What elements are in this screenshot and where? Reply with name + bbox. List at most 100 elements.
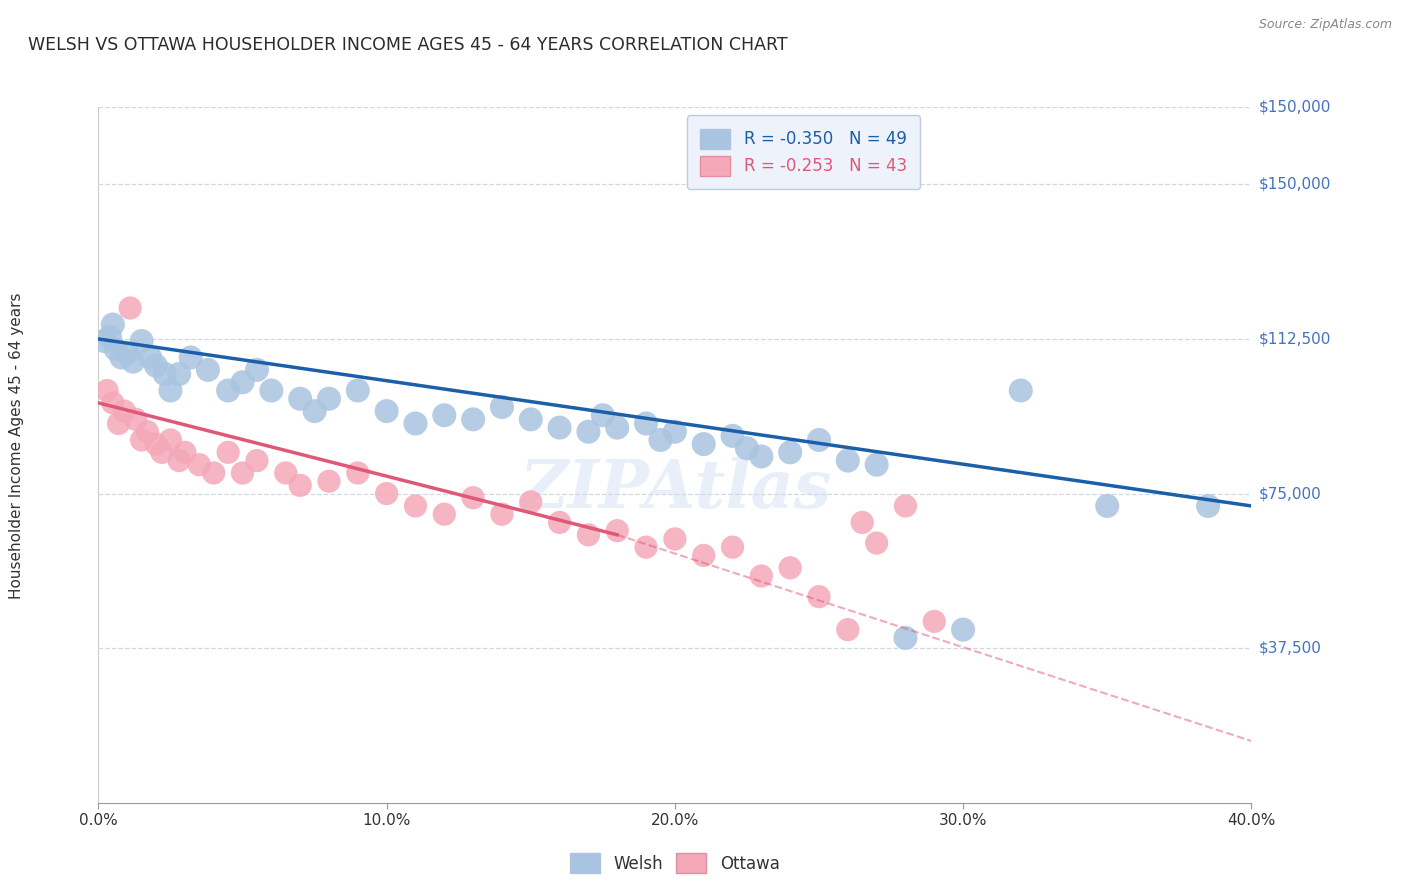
Point (1197, 499, 1219, 513)
Point (837, 453, 859, 467)
Point (101, 318, 124, 332)
Point (751, 569, 773, 583)
Point (318, 474, 340, 488)
Point (375, 404, 398, 418)
Point (346, 466, 368, 480)
Point (405, 499, 427, 513)
Point (153, 367, 176, 381)
Point (1097, 499, 1119, 513)
Point (807, 590, 830, 604)
Point (520, 495, 543, 509)
Point (104, 343, 127, 357)
Legend: Welsh, Ottawa: Welsh, Ottawa (558, 841, 792, 885)
Point (375, 486, 398, 500)
Point (107, 417, 129, 431)
Point (96, 384, 118, 398)
Text: Householder Income Ages 45 - 64 years: Householder Income Ages 45 - 64 years (10, 293, 24, 599)
Point (246, 453, 269, 467)
Point (735, 441, 758, 455)
Point (150, 445, 173, 459)
Point (125, 412, 148, 426)
Point (952, 623, 974, 637)
Point (304, 404, 326, 418)
Point (865, 536, 889, 550)
Point (576, 425, 599, 439)
Point (779, 561, 801, 575)
Point (751, 450, 773, 464)
Point (636, 540, 658, 554)
Point (491, 400, 513, 414)
Point (167, 367, 190, 381)
Point (664, 425, 686, 439)
Point (865, 458, 889, 472)
Point (120, 301, 142, 315)
Point (188, 458, 211, 472)
Point (548, 420, 571, 434)
Point (197, 363, 219, 377)
Point (112, 404, 135, 418)
Point (693, 437, 716, 451)
Text: $37,500: $37,500 (1258, 640, 1322, 656)
Point (217, 445, 239, 459)
Point (461, 491, 484, 505)
Point (122, 354, 145, 368)
Point (924, 615, 946, 629)
Point (145, 359, 167, 373)
Point (433, 507, 456, 521)
Text: $150,000: $150,000 (1258, 100, 1330, 114)
Point (576, 528, 599, 542)
Point (807, 433, 830, 447)
Point (548, 516, 571, 530)
Point (520, 412, 543, 426)
Point (1010, 384, 1032, 398)
Point (231, 466, 254, 480)
Point (159, 384, 181, 398)
Point (180, 351, 202, 365)
Point (664, 532, 686, 546)
Point (159, 433, 181, 447)
Point (290, 392, 312, 406)
Point (174, 445, 197, 459)
Point (274, 466, 297, 480)
Point (894, 499, 917, 513)
Text: Source: ZipAtlas.com: Source: ZipAtlas.com (1258, 18, 1392, 31)
Point (101, 396, 124, 410)
Text: $75,000: $75,000 (1258, 486, 1322, 501)
Point (167, 453, 190, 467)
Point (131, 433, 153, 447)
Point (721, 540, 744, 554)
Point (136, 425, 159, 439)
Point (433, 409, 456, 423)
Point (231, 376, 254, 390)
Point (592, 409, 614, 423)
Text: $150,000: $150,000 (1258, 177, 1330, 192)
Text: WELSH VS OTTAWA HOUSEHOLDER INCOME AGES 45 - 64 YEARS CORRELATION CHART: WELSH VS OTTAWA HOUSEHOLDER INCOME AGES … (28, 36, 787, 54)
Point (693, 549, 716, 563)
Point (217, 384, 239, 398)
Text: $112,500: $112,500 (1258, 332, 1330, 346)
Point (346, 384, 368, 398)
Point (145, 437, 167, 451)
Point (290, 478, 312, 492)
Point (636, 417, 658, 431)
Point (246, 363, 269, 377)
Point (93, 334, 115, 348)
Point (837, 623, 859, 637)
Point (131, 334, 153, 348)
Text: ZIPAtlas: ZIPAtlas (519, 458, 831, 522)
Point (202, 466, 225, 480)
Point (606, 420, 628, 434)
Point (461, 412, 484, 426)
Point (606, 524, 628, 538)
Point (405, 417, 427, 431)
Point (721, 429, 744, 443)
Point (650, 433, 672, 447)
Point (98, 330, 121, 344)
Point (318, 392, 340, 406)
Point (894, 631, 917, 645)
Point (260, 384, 283, 398)
Point (851, 516, 873, 530)
Point (117, 346, 138, 360)
Point (139, 351, 162, 365)
Point (491, 507, 513, 521)
